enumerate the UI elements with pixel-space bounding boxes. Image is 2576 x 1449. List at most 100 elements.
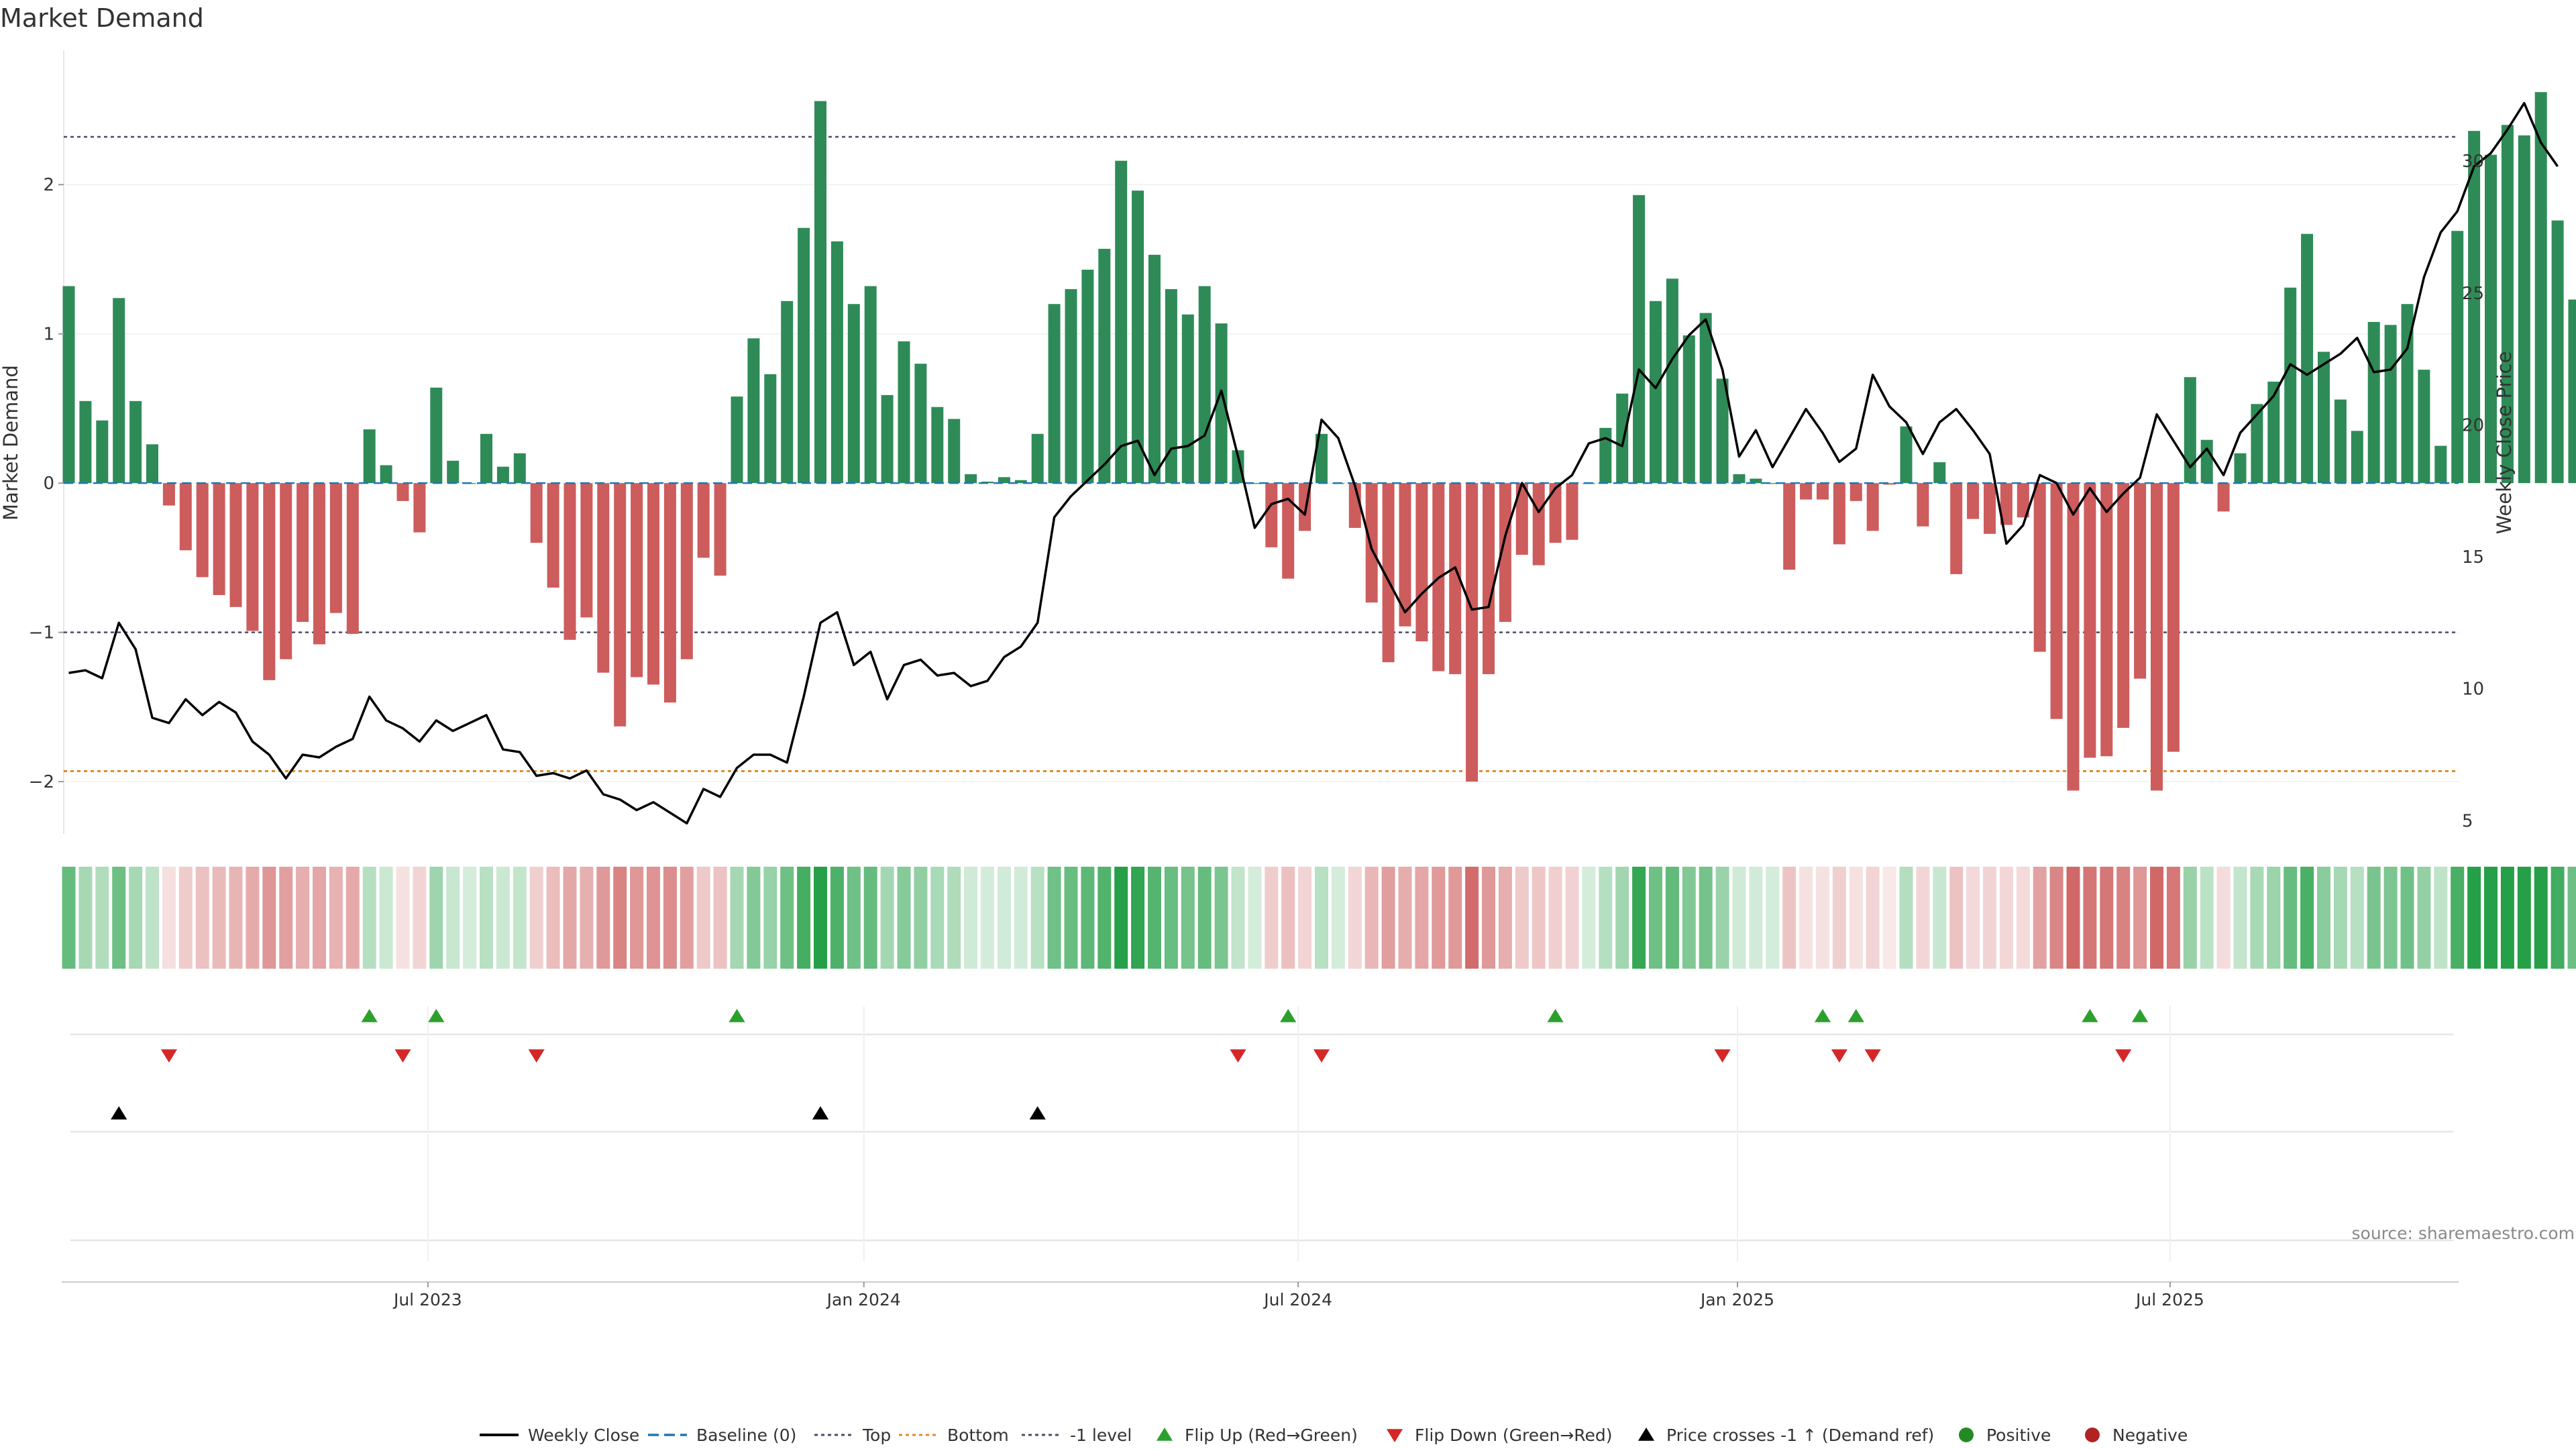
demand-bar bbox=[530, 483, 543, 543]
demand-bar bbox=[179, 483, 192, 551]
demand-bar bbox=[346, 483, 359, 634]
flip-up-marker bbox=[1814, 1009, 1831, 1022]
demand-bar bbox=[1883, 483, 1896, 485]
demand-bar bbox=[2351, 431, 2363, 484]
demand-bar bbox=[597, 483, 610, 673]
heat-cell bbox=[496, 867, 510, 969]
heat-cell bbox=[1882, 867, 1896, 969]
demand-bar bbox=[2134, 483, 2147, 679]
heat-cell bbox=[1849, 867, 1863, 969]
demand-bar bbox=[196, 483, 209, 578]
legend-label: Baseline (0) bbox=[696, 1426, 796, 1445]
heat-cell bbox=[1565, 867, 1579, 969]
heat-cell bbox=[580, 867, 594, 969]
demand-bar bbox=[1817, 483, 1829, 500]
right-tick-label: 10 bbox=[2462, 680, 2484, 700]
heat-cell bbox=[212, 867, 226, 969]
demand-bar bbox=[1466, 483, 1479, 782]
heat-cell bbox=[863, 867, 877, 969]
heat-cell bbox=[1966, 867, 1980, 969]
demand-bar bbox=[2151, 483, 2163, 791]
heat-cell bbox=[780, 867, 794, 969]
demand-bar bbox=[79, 400, 92, 484]
event-markers bbox=[70, 1006, 2453, 1261]
legend-label: Top bbox=[862, 1426, 891, 1445]
demand-bar bbox=[380, 465, 392, 484]
demand-bar bbox=[948, 419, 961, 484]
heat-cell bbox=[947, 867, 961, 969]
demand-bar bbox=[830, 241, 843, 484]
legend-price-cross-icon bbox=[1638, 1428, 1655, 1441]
demand-bar bbox=[1616, 393, 1629, 484]
heat-cell bbox=[1582, 867, 1596, 969]
heat-cell bbox=[2451, 867, 2465, 969]
heat-cell bbox=[2083, 867, 2097, 969]
heat-cell bbox=[1916, 867, 1930, 969]
demand-bar bbox=[814, 101, 826, 484]
demand-bar bbox=[363, 429, 376, 484]
x-axis: Jul 2023 Jan 2024 Jul 2024 Jan 2025 Jul 2025 bbox=[62, 1281, 2459, 1309]
legend-label: Flip Down (Green→Red) bbox=[1415, 1426, 1613, 1445]
demand-bar bbox=[1449, 483, 1462, 674]
demand-bar bbox=[2033, 483, 2046, 652]
heat-cell bbox=[1749, 867, 1763, 969]
heat-cell bbox=[1782, 867, 1796, 969]
legend-label: -1 level bbox=[1070, 1426, 1132, 1445]
demand-bar bbox=[2084, 483, 2096, 758]
demand-bar bbox=[1065, 288, 1077, 484]
heat-cell bbox=[1832, 867, 1846, 969]
flip-down-marker bbox=[1831, 1049, 1847, 1063]
flip-up-marker bbox=[1280, 1009, 1297, 1022]
heat-cell bbox=[2033, 867, 2047, 969]
heat-cell bbox=[1248, 867, 1262, 969]
legend-label: Weekly Close bbox=[528, 1426, 639, 1445]
heat-cell bbox=[2367, 867, 2381, 969]
heat-cell bbox=[329, 867, 343, 969]
demand-bar bbox=[2117, 483, 2130, 729]
heat-cell bbox=[95, 867, 109, 969]
heat-cell bbox=[62, 867, 76, 969]
demand-bar bbox=[1014, 480, 1027, 484]
demand-bar bbox=[1967, 483, 1980, 519]
demand-bar bbox=[2267, 381, 2280, 484]
demand-bar bbox=[280, 483, 292, 659]
x-tick-label: Jul 2024 bbox=[1263, 1290, 1332, 1309]
demand-bar bbox=[2234, 453, 2247, 484]
demand-bar bbox=[764, 374, 777, 484]
x-tick-label: Jan 2024 bbox=[826, 1290, 901, 1309]
demand-bar bbox=[1265, 483, 1278, 547]
heat-cell bbox=[446, 867, 460, 969]
price-cross-marker bbox=[812, 1106, 829, 1120]
right-tick-label: 15 bbox=[2462, 547, 2484, 568]
heat-cell bbox=[463, 867, 477, 969]
left-tick-label: 1 bbox=[43, 325, 54, 345]
heat-cell bbox=[1799, 867, 1813, 969]
heat-cell bbox=[713, 867, 727, 969]
demand-bar bbox=[1650, 301, 1662, 484]
demand-bar bbox=[1081, 270, 1094, 484]
heat-cell bbox=[696, 867, 710, 969]
demand-bar bbox=[881, 394, 894, 484]
demand-bar bbox=[2551, 220, 2564, 484]
heat-cell bbox=[1181, 867, 1195, 969]
demand-bar bbox=[1198, 286, 1211, 484]
demand-bar bbox=[229, 483, 242, 607]
heat-cell bbox=[1649, 867, 1662, 969]
weekly-close-line bbox=[68, 101, 2559, 825]
heat-cell bbox=[1999, 867, 2013, 969]
left-tick-label: 0 bbox=[43, 474, 54, 494]
heat-cell bbox=[914, 867, 928, 969]
heat-cell bbox=[763, 867, 777, 969]
demand-bar bbox=[1666, 278, 1678, 484]
heat-cell bbox=[162, 867, 176, 969]
demand-bar bbox=[213, 483, 225, 596]
demand-bar bbox=[1499, 483, 1511, 623]
heat-cell bbox=[647, 867, 660, 969]
x-tick-label: Jul 2023 bbox=[392, 1290, 462, 1309]
heat-cell bbox=[362, 867, 376, 969]
flip-down-marker bbox=[160, 1049, 177, 1063]
demand-bar bbox=[1549, 483, 1562, 543]
flip-up-marker bbox=[1847, 1009, 1864, 1022]
demand-bar bbox=[847, 304, 860, 484]
legend-label: Flip Up (Red→Green) bbox=[1185, 1426, 1358, 1445]
